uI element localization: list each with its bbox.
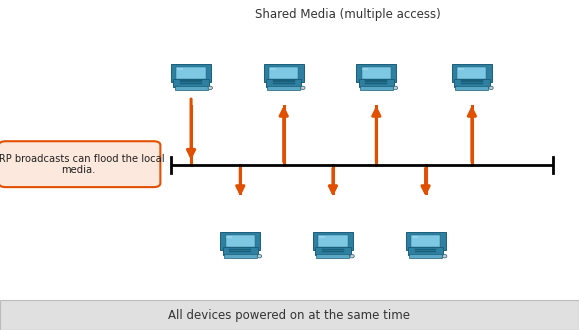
Bar [273, 81, 295, 82]
FancyBboxPatch shape [0, 141, 160, 187]
Bar [362, 67, 391, 79]
Bar [461, 81, 483, 82]
Bar [362, 68, 368, 70]
FancyBboxPatch shape [360, 86, 393, 90]
Bar [412, 236, 417, 238]
Bar [239, 249, 242, 252]
FancyBboxPatch shape [455, 86, 489, 90]
Bar [322, 249, 344, 250]
Bar [458, 68, 464, 70]
Bar [282, 81, 285, 83]
Text: Shared Media (multiple access): Shared Media (multiple access) [255, 8, 440, 21]
FancyBboxPatch shape [408, 247, 444, 255]
FancyBboxPatch shape [223, 254, 257, 258]
Bar [180, 83, 202, 84]
FancyBboxPatch shape [266, 79, 302, 87]
Ellipse shape [301, 86, 305, 90]
Ellipse shape [257, 254, 262, 258]
Bar [180, 81, 202, 82]
Text: All devices powered on at the same time: All devices powered on at the same time [168, 309, 411, 322]
Bar [189, 81, 193, 83]
Bar [331, 249, 335, 252]
FancyBboxPatch shape [358, 79, 394, 87]
FancyBboxPatch shape [174, 86, 208, 90]
Ellipse shape [442, 254, 447, 258]
Bar [461, 83, 483, 84]
Bar [177, 68, 183, 70]
Bar [365, 81, 387, 82]
Bar [226, 236, 232, 238]
FancyBboxPatch shape [315, 247, 351, 255]
Bar [229, 249, 251, 250]
Bar [229, 251, 251, 252]
FancyBboxPatch shape [313, 232, 353, 250]
Bar [375, 81, 378, 83]
Ellipse shape [393, 86, 398, 90]
FancyBboxPatch shape [316, 254, 350, 258]
FancyBboxPatch shape [454, 79, 490, 87]
FancyBboxPatch shape [222, 247, 258, 255]
Ellipse shape [350, 254, 354, 258]
FancyBboxPatch shape [264, 64, 303, 82]
Ellipse shape [489, 86, 493, 90]
Bar [269, 67, 298, 79]
Bar [270, 68, 276, 70]
FancyBboxPatch shape [267, 86, 301, 90]
FancyBboxPatch shape [173, 79, 209, 87]
Bar [415, 251, 437, 252]
FancyBboxPatch shape [357, 64, 396, 82]
FancyBboxPatch shape [221, 232, 260, 250]
FancyBboxPatch shape [409, 254, 442, 258]
FancyBboxPatch shape [406, 232, 445, 250]
Bar [457, 67, 486, 79]
Bar [0, 300, 579, 330]
Bar [177, 67, 206, 79]
Bar [322, 251, 344, 252]
FancyBboxPatch shape [452, 64, 492, 82]
Bar [424, 249, 427, 252]
Bar [470, 81, 474, 83]
Bar [319, 236, 325, 238]
Text: ARP broadcasts can flood the local
media.: ARP broadcasts can flood the local media… [0, 153, 164, 175]
Bar [318, 235, 347, 247]
Bar [411, 235, 440, 247]
Bar [365, 83, 387, 84]
Ellipse shape [208, 86, 212, 90]
Bar [273, 83, 295, 84]
Bar [415, 249, 437, 250]
FancyBboxPatch shape [171, 64, 211, 82]
Bar [226, 235, 255, 247]
